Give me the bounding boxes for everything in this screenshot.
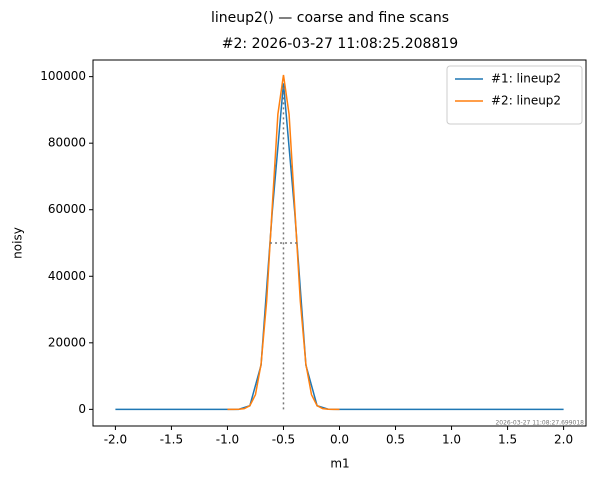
x-tick-label: 0.0: [330, 433, 349, 447]
y-tick-label: 80000: [48, 136, 86, 150]
x-tick-label: 0.5: [386, 433, 405, 447]
x-tick-label: 2.0: [554, 433, 573, 447]
legend-label: #1: lineup2: [491, 72, 561, 86]
legend-label: #2: lineup2: [491, 94, 561, 108]
y-tick-label: 60000: [48, 202, 86, 216]
suptitle: lineup2() — coarse and fine scans: [211, 10, 449, 26]
y-axis-label: noisy: [11, 227, 25, 259]
series-line: [115, 83, 564, 411]
x-tick-label: -1.5: [160, 433, 183, 447]
x-tick-label: 1.0: [442, 433, 461, 447]
y-tick-label: 100000: [40, 69, 86, 83]
x-tick-label: 1.5: [498, 433, 517, 447]
x-axis-label: m1: [330, 457, 349, 471]
y-tick-label: 20000: [48, 335, 86, 349]
y-tick-label: 40000: [48, 269, 86, 283]
series-line: [227, 74, 340, 411]
timestamp: 2026-03-27 11:08:27.699018: [495, 420, 584, 427]
axes-frame: [92, 59, 587, 427]
x-tick-label: -1.0: [216, 433, 239, 447]
x-tick-label: -0.5: [272, 433, 295, 447]
x-tick-label: -2.0: [104, 433, 127, 447]
chart-title: #2: 2026-03-27 11:08:25.208819: [222, 36, 458, 52]
legend-box: [446, 65, 583, 125]
y-tick-label: 0: [78, 402, 86, 416]
